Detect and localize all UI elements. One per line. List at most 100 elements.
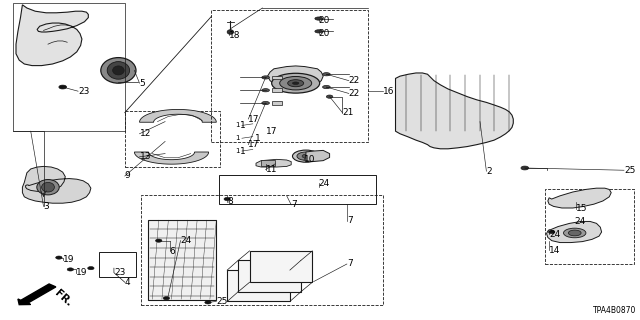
Text: FR.: FR. [52,288,74,308]
Text: 1: 1 [236,148,240,154]
Bar [13,3,125,131]
Ellipse shape [36,180,60,195]
Text: 1: 1 [240,147,246,156]
Ellipse shape [302,154,310,158]
Ellipse shape [56,256,62,259]
Bar [227,270,290,301]
Ellipse shape [292,150,319,162]
Text: 1: 1 [255,134,260,143]
Text: 1: 1 [236,135,240,141]
Ellipse shape [224,197,230,201]
Text: 10: 10 [304,156,316,164]
Text: 7: 7 [347,216,353,225]
Text: 24: 24 [549,230,561,239]
Text: 25: 25 [216,297,228,306]
Text: 25: 25 [624,166,636,175]
Ellipse shape [323,85,330,89]
Bar [238,260,301,292]
Bar [148,220,216,300]
Ellipse shape [88,267,94,270]
Text: 24: 24 [575,217,586,226]
Text: 1: 1 [240,121,246,130]
Text: 2: 2 [486,167,492,176]
Bar [99,252,136,277]
Ellipse shape [297,152,315,160]
Polygon shape [268,66,323,87]
Ellipse shape [315,30,323,33]
Polygon shape [22,166,91,203]
Text: 22: 22 [349,89,360,98]
Text: 17: 17 [248,140,260,149]
Text: 12: 12 [140,129,151,138]
Text: 23: 23 [78,87,90,96]
Text: 6: 6 [170,247,175,256]
Text: TPA4B0870: TPA4B0870 [593,306,637,315]
Bar [272,88,282,92]
Ellipse shape [315,17,323,20]
Polygon shape [256,159,291,167]
Ellipse shape [163,297,170,300]
Ellipse shape [564,228,586,238]
Polygon shape [548,188,611,208]
FancyArrow shape [18,284,56,305]
Ellipse shape [227,30,234,34]
Ellipse shape [280,76,312,90]
Bar [272,101,282,105]
Polygon shape [16,5,88,66]
Text: 15: 15 [576,204,588,213]
Text: 20: 20 [319,16,330,25]
Text: 13: 13 [140,152,151,161]
Text: 18: 18 [229,31,241,40]
Text: 7: 7 [291,200,297,209]
Ellipse shape [101,58,136,83]
Text: 14: 14 [549,246,561,255]
Polygon shape [396,73,513,149]
Polygon shape [547,221,602,243]
Ellipse shape [59,85,67,89]
Text: 9: 9 [125,172,131,180]
Text: 1: 1 [236,123,240,128]
Text: 8: 8 [227,197,233,206]
Bar [219,175,376,204]
Text: 3: 3 [44,202,49,211]
Text: 4: 4 [125,278,131,287]
Ellipse shape [42,182,54,192]
Text: 11: 11 [266,165,277,174]
Text: 17: 17 [266,127,277,136]
Ellipse shape [156,239,162,242]
Ellipse shape [568,230,581,236]
Text: 17: 17 [248,115,260,124]
Text: 7: 7 [347,260,353,268]
Bar [261,160,275,166]
Ellipse shape [113,66,124,75]
Bar [211,10,368,142]
Ellipse shape [272,73,320,93]
Bar [272,76,282,79]
Text: 24: 24 [180,236,192,245]
Ellipse shape [205,301,211,304]
Ellipse shape [262,76,269,79]
Text: 22: 22 [349,76,360,85]
Ellipse shape [288,80,304,87]
Text: 24: 24 [319,179,330,188]
Text: 20: 20 [319,29,330,38]
Text: 23: 23 [114,268,125,277]
Ellipse shape [326,95,333,98]
Text: 21: 21 [342,108,354,117]
Bar [125,111,220,167]
Ellipse shape [67,268,74,271]
Ellipse shape [323,73,330,76]
Ellipse shape [548,230,555,234]
Bar [141,195,383,305]
Text: 19: 19 [63,255,74,264]
Polygon shape [134,152,209,164]
Ellipse shape [262,89,269,92]
Bar [545,189,634,264]
Ellipse shape [521,166,529,170]
Bar [250,251,312,282]
Text: 19: 19 [76,268,87,277]
Ellipse shape [292,82,299,84]
Text: 16: 16 [383,87,394,96]
Ellipse shape [262,101,269,105]
Ellipse shape [108,61,129,79]
